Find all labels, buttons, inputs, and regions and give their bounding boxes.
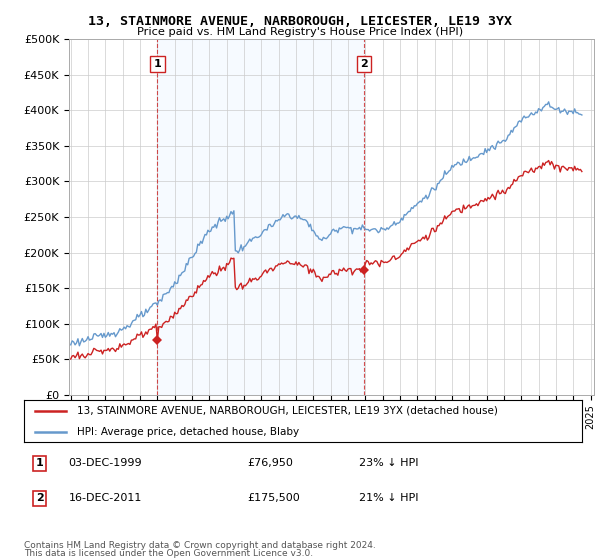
Text: HPI: Average price, detached house, Blaby: HPI: Average price, detached house, Blab…: [77, 427, 299, 437]
Text: Contains HM Land Registry data © Crown copyright and database right 2024.: Contains HM Land Registry data © Crown c…: [24, 541, 376, 550]
Text: £175,500: £175,500: [247, 493, 300, 503]
Text: 2: 2: [360, 59, 368, 69]
Text: 2: 2: [36, 493, 43, 503]
Text: 1: 1: [36, 459, 43, 468]
Text: This data is licensed under the Open Government Licence v3.0.: This data is licensed under the Open Gov…: [24, 549, 313, 558]
Text: 13, STAINMORE AVENUE, NARBOROUGH, LEICESTER, LE19 3YX: 13, STAINMORE AVENUE, NARBOROUGH, LEICES…: [88, 15, 512, 27]
Text: 03-DEC-1999: 03-DEC-1999: [68, 459, 142, 468]
Text: 13, STAINMORE AVENUE, NARBOROUGH, LEICESTER, LE19 3YX (detached house): 13, STAINMORE AVENUE, NARBOROUGH, LEICES…: [77, 406, 498, 416]
Bar: [157, 39, 364, 395]
Text: 21% ↓ HPI: 21% ↓ HPI: [359, 493, 418, 503]
Text: 23% ↓ HPI: 23% ↓ HPI: [359, 459, 418, 468]
Text: 1: 1: [154, 59, 161, 69]
Text: 16-DEC-2011: 16-DEC-2011: [68, 493, 142, 503]
Text: £76,950: £76,950: [247, 459, 293, 468]
Text: Price paid vs. HM Land Registry's House Price Index (HPI): Price paid vs. HM Land Registry's House …: [137, 27, 463, 37]
